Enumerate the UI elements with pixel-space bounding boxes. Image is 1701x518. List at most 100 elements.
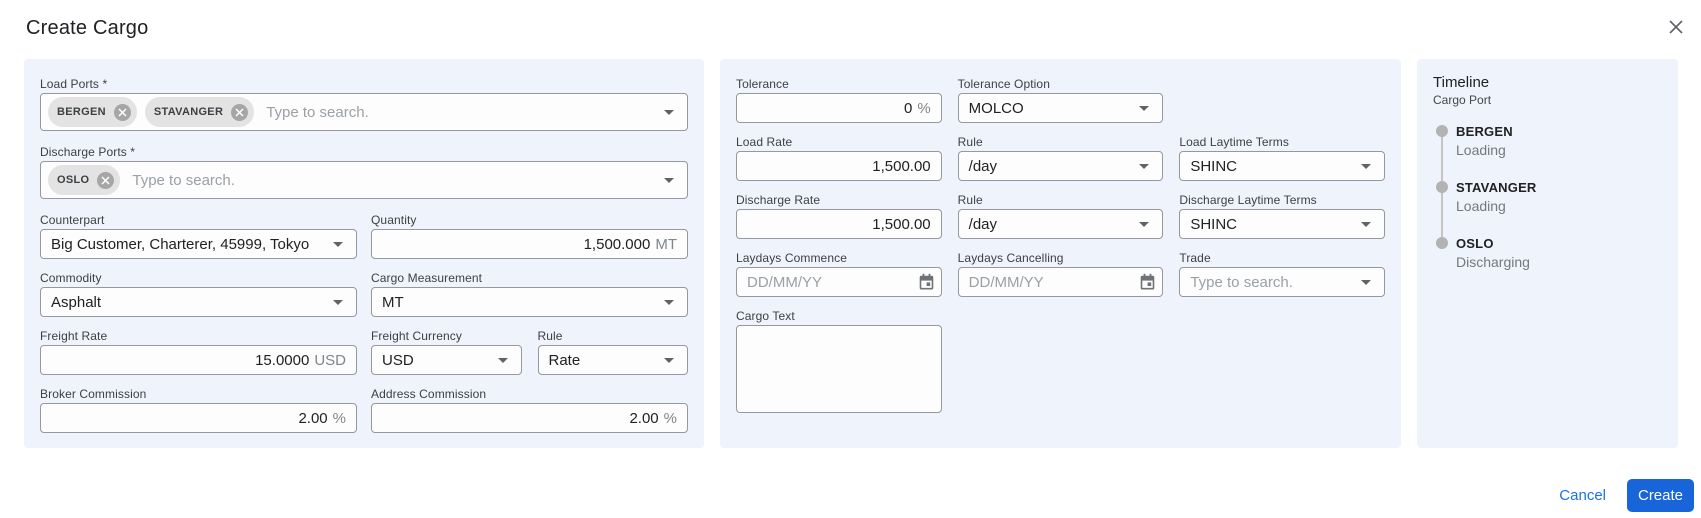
- tolerance-input[interactable]: 0 %: [736, 93, 942, 123]
- discharge-ports-input[interactable]: OSLO Type to search.: [40, 161, 688, 199]
- trade-label: Trade: [1179, 251, 1211, 265]
- dropdown-caret-icon: [1139, 106, 1150, 111]
- commodity-label: Commodity: [40, 271, 102, 285]
- commission-row: Broker Commission 2.00 % Address Commiss…: [40, 387, 688, 433]
- load-rate-input[interactable]: 1,500.00: [736, 151, 942, 181]
- timeline-dot-icon: [1436, 181, 1448, 193]
- tolerance-option-label: Tolerance Option: [957, 77, 1050, 91]
- cargo-text-textarea[interactable]: [736, 325, 942, 413]
- dropdown-caret-icon: [1361, 280, 1371, 285]
- commodity-select[interactable]: Asphalt: [40, 287, 357, 317]
- dialog-body: Load Ports * BERGEN STAVANGER T: [24, 59, 1678, 448]
- laydays-cancelling-placeholder: DD/MM/YY: [968, 273, 1044, 291]
- load-rate-group: Load Rate 1,500.00: [736, 135, 942, 181]
- tolerance-option-group: Tolerance Option MOLCO: [957, 77, 1164, 123]
- address-commission-group: Address Commission 2.00 %: [371, 387, 688, 433]
- load-rule-label: Rule: [957, 135, 983, 149]
- timeline-port-status: Loading: [1456, 198, 1506, 214]
- timeline-dot-icon: [1436, 125, 1448, 137]
- counterpart-group: Counterpart Big Customer, Charterer, 459…: [40, 213, 357, 259]
- laydays-row: Laydays Commence DD/MM/YY: [736, 251, 1385, 297]
- load-rate-label: Load Rate: [736, 135, 793, 149]
- discharge-rule-select[interactable]: /day: [957, 209, 1164, 239]
- freight-rate-unit: USD: [314, 351, 346, 369]
- discharge-rate-row: Discharge Rate 1,500.00 Rule /day Discha…: [736, 193, 1385, 239]
- tolerance-option-select[interactable]: MOLCO: [957, 93, 1164, 123]
- cancel-button[interactable]: Cancel: [1559, 487, 1606, 504]
- load-rule-select[interactable]: /day: [957, 151, 1164, 181]
- laydays-commence-input[interactable]: DD/MM/YY: [736, 267, 942, 297]
- discharge-rule-group: Rule /day: [957, 193, 1164, 239]
- freight-currency-select[interactable]: USD: [371, 345, 522, 375]
- load-laytime-select[interactable]: SHINC: [1179, 151, 1385, 181]
- discharge-port-chip-oslo: OSLO: [48, 165, 121, 195]
- dropdown-caret-icon: [497, 358, 508, 363]
- discharge-ports-placeholder: Type to search.: [132, 171, 235, 189]
- timeline-port-status: Loading: [1456, 142, 1506, 158]
- discharge-rule-value: /day: [968, 215, 998, 233]
- freight-row: Freight Rate 15.0000 USD Freight Currenc…: [40, 329, 688, 375]
- cargo-measurement-select[interactable]: MT: [371, 287, 688, 317]
- counterpart-value: Big Customer, Charterer, 45999, Tokyo: [51, 235, 310, 253]
- cargo-measurement-value: MT: [382, 293, 404, 311]
- address-commission-label: Address Commission: [371, 387, 487, 401]
- dropdown-caret-icon: [664, 110, 674, 115]
- quantity-input[interactable]: 1,500.000 MT: [371, 229, 688, 259]
- dropdown-caret-icon: [1139, 164, 1150, 169]
- remove-chip-icon[interactable]: [113, 103, 131, 121]
- load-port-chip-stavanger: STAVANGER: [144, 97, 255, 127]
- address-commission-value: 2.00: [629, 409, 659, 427]
- broker-commission-input[interactable]: 2.00 %: [40, 403, 357, 433]
- tolerance-group: Tolerance 0 %: [736, 77, 942, 123]
- cargo-text-label: Cargo Text: [736, 309, 795, 323]
- close-icon: [1669, 20, 1683, 34]
- cargo-measurement-label: Cargo Measurement: [371, 271, 483, 285]
- load-laytime-value: SHINC: [1190, 157, 1237, 175]
- discharge-laytime-select[interactable]: SHINC: [1179, 209, 1385, 239]
- load-ports-label: Load Ports *: [40, 77, 108, 91]
- remove-chip-icon[interactable]: [231, 103, 249, 121]
- chip-label: BERGEN: [57, 106, 106, 118]
- laydays-cancelling-group: Laydays Cancelling DD/MM/YY: [957, 251, 1164, 297]
- freight-rate-input[interactable]: 15.0000 USD: [40, 345, 357, 375]
- create-button[interactable]: Create: [1627, 479, 1694, 512]
- freight-rule-group: Rule Rate: [537, 329, 688, 375]
- freight-currency-label: Freight Currency: [371, 329, 462, 343]
- cargo-panel: Load Ports * BERGEN STAVANGER T: [24, 59, 704, 448]
- calendar-icon[interactable]: [918, 273, 935, 295]
- freight-rule-select[interactable]: Rate: [537, 345, 688, 375]
- address-commission-input[interactable]: 2.00 %: [371, 403, 688, 433]
- timeline-port-status: Discharging: [1456, 254, 1530, 270]
- discharge-rate-value: 1,500.00: [872, 215, 931, 233]
- freight-currency-value: USD: [382, 351, 414, 369]
- dropdown-caret-icon: [664, 300, 674, 305]
- load-rate-row: Load Rate 1,500.00 Rule /day Load Laytim…: [736, 135, 1385, 181]
- load-ports-input[interactable]: BERGEN STAVANGER Type to search.: [40, 93, 688, 131]
- tolerance-option-value: MOLCO: [968, 99, 1024, 117]
- load-rule-value: /day: [968, 157, 998, 175]
- chip-label: STAVANGER: [153, 106, 224, 118]
- commodity-group: Commodity Asphalt: [40, 271, 357, 317]
- laydays-cancelling-label: Laydays Cancelling: [957, 251, 1064, 265]
- discharge-laytime-label: Discharge Laytime Terms: [1179, 193, 1317, 207]
- address-commission-unit: %: [663, 409, 677, 427]
- laydays-commence-placeholder: DD/MM/YY: [747, 273, 822, 291]
- discharge-laytime-value: SHINC: [1190, 215, 1237, 233]
- laydays-cancelling-input[interactable]: DD/MM/YY: [957, 267, 1164, 297]
- trade-group: Trade Type to search.: [1179, 251, 1385, 297]
- timeline-item-stavanger: STAVANGER Loading: [1433, 180, 1662, 215]
- discharge-rate-group: Discharge Rate 1,500.00: [736, 193, 942, 239]
- laydays-commence-label: Laydays Commence: [736, 251, 847, 265]
- discharge-rate-input[interactable]: 1,500.00: [736, 209, 942, 239]
- timeline-item-oslo: OSLO Discharging: [1433, 236, 1662, 271]
- load-port-chip-bergen: BERGEN: [48, 97, 137, 127]
- trade-input[interactable]: Type to search.: [1179, 267, 1385, 297]
- timeline-port-name: BERGEN: [1456, 124, 1513, 139]
- quantity-group: Quantity 1,500.000 MT: [371, 213, 688, 259]
- calendar-icon[interactable]: [1139, 273, 1156, 295]
- close-button[interactable]: [1664, 15, 1688, 39]
- counterpart-select[interactable]: Big Customer, Charterer, 45999, Tokyo: [40, 229, 357, 259]
- timeline-title: Timeline: [1433, 74, 1490, 91]
- dropdown-caret-icon: [1361, 164, 1371, 169]
- remove-chip-icon[interactable]: [97, 171, 115, 189]
